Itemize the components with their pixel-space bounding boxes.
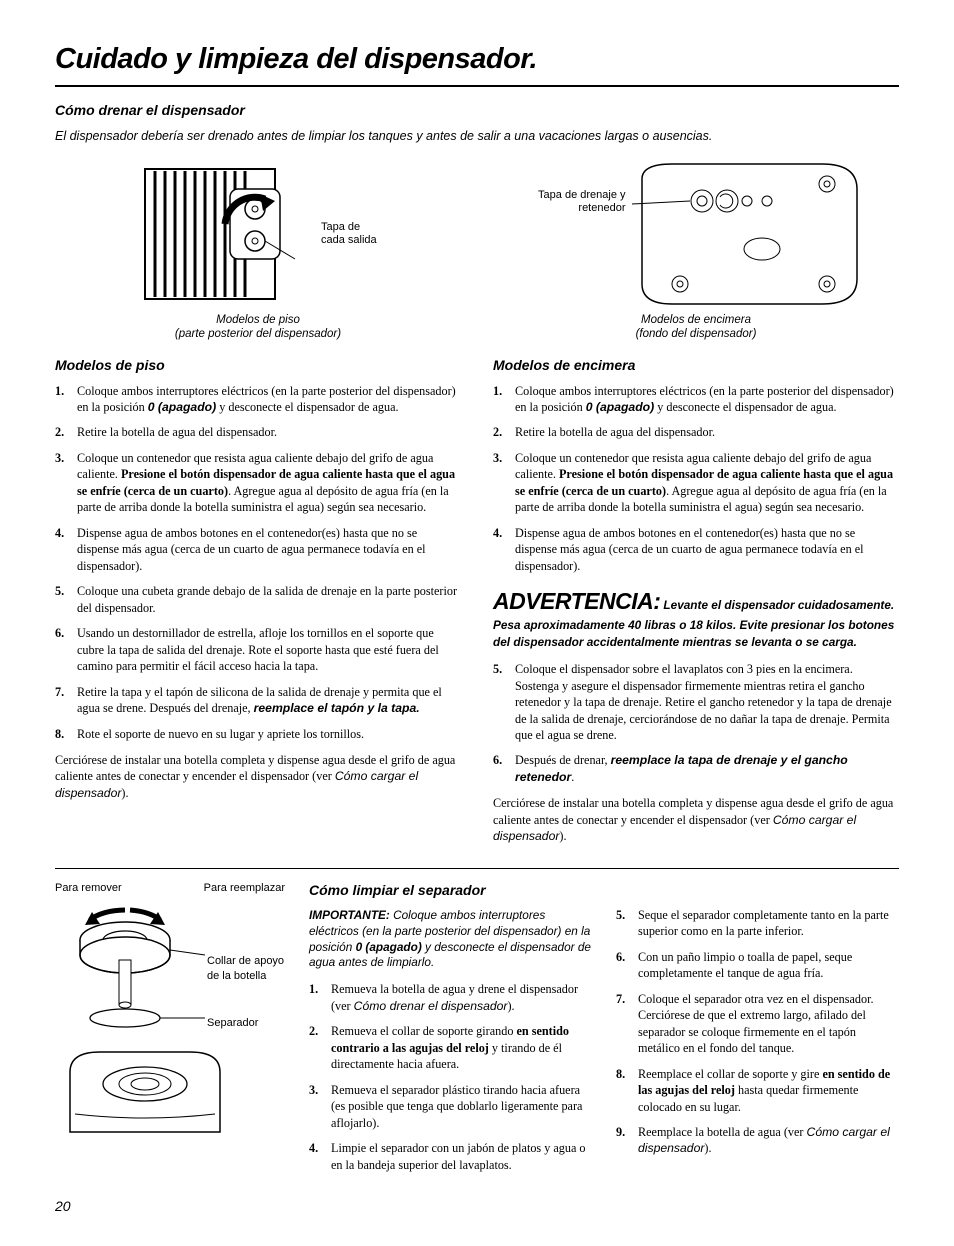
counter-cap-2: (fondo del dispensador) bbox=[636, 328, 757, 340]
label-separator: Separador bbox=[207, 1016, 258, 1031]
warning-block: ADVERTENCIA: Levante el dispensador cuid… bbox=[493, 586, 899, 651]
section-heading-clean: Cómo limpiar el separador bbox=[309, 881, 592, 900]
list-item: Dispense agua de ambos botones en el con… bbox=[493, 525, 899, 574]
list-item: Usando un destornillador de estrella, af… bbox=[55, 625, 461, 674]
floor-cap-1: Modelos de piso bbox=[216, 314, 300, 326]
floor-steps: Coloque ambos interruptores eléctricos (… bbox=[55, 383, 461, 742]
floor-cap-2: (parte posterior del dispensador) bbox=[175, 328, 341, 340]
counter-callout: Tapa de drenaje y retenedor bbox=[531, 159, 626, 214]
counter-cap-1: Modelos de encimera bbox=[641, 314, 751, 326]
intro-text: El dispensador debería ser drenado antes… bbox=[55, 128, 899, 145]
list-item: Coloque ambos interruptores eléctricos (… bbox=[55, 383, 461, 416]
label-collar: Collar de apoyo de la botella bbox=[207, 954, 287, 984]
list-item: Retire la tapa y el tapón de silicona de… bbox=[55, 684, 461, 717]
counter-steps-a: Coloque ambos interruptores eléctricos (… bbox=[493, 383, 899, 575]
list-item: Con un paño limpio o toalla de papel, se… bbox=[616, 949, 899, 982]
clean-separator-col1: Cómo limpiar el separador IMPORTANTE: Co… bbox=[309, 881, 592, 1183]
floor-models-column: Modelos de piso Coloque ambos interrupto… bbox=[55, 356, 461, 854]
list-item: Remueva la botella de agua y drene el di… bbox=[309, 981, 592, 1014]
list-item: Rote el soporte de nuevo en su lugar y a… bbox=[55, 726, 461, 742]
section-heading-drain: Cómo drenar el dispensador bbox=[55, 101, 899, 120]
dispenser-top-diagram bbox=[55, 1042, 235, 1137]
list-item: Coloque el dispensador sobre el lavaplat… bbox=[493, 661, 899, 743]
figure-floor-model: Tapa de cada salida Modelos de piso (par… bbox=[55, 159, 461, 342]
list-item: Coloque una cubeta grande debajo de la s… bbox=[55, 583, 461, 616]
page-number: 20 bbox=[55, 1197, 899, 1216]
label-replace: Para reemplazar bbox=[204, 881, 285, 896]
list-item: Limpie el separador con un jabón de plat… bbox=[309, 1140, 592, 1173]
importante-note: IMPORTANTE: Coloque ambos interruptores … bbox=[309, 908, 592, 972]
clean-steps-2: Seque el separador completamente tanto e… bbox=[616, 907, 899, 1157]
list-item: Retire la botella de agua del dispensado… bbox=[493, 424, 899, 440]
counter-models-column: Modelos de encimera Coloque ambos interr… bbox=[493, 356, 899, 854]
list-item: Después de drenar, reemplace la tapa de … bbox=[493, 752, 899, 785]
list-item: Retire la botella de agua del dispensado… bbox=[55, 424, 461, 440]
warning-heading: ADVERTENCIA: bbox=[493, 588, 660, 614]
list-item: Dispense agua de ambos botones en el con… bbox=[55, 525, 461, 574]
section-divider bbox=[55, 868, 899, 869]
page-title: Cuidado y limpieza del dispensador. bbox=[55, 40, 899, 87]
counter-steps-b: Coloque el dispensador sobre el lavaplat… bbox=[493, 661, 899, 785]
list-item: Coloque ambos interruptores eléctricos (… bbox=[493, 383, 899, 416]
clean-steps-1: Remueva la botella de agua y drene el di… bbox=[309, 981, 592, 1173]
list-item: Reemplace la botella de agua (ver Cómo c… bbox=[616, 1124, 899, 1157]
clean-separator-col2: Seque el separador completamente tanto e… bbox=[616, 881, 899, 1183]
floor-model-diagram bbox=[135, 159, 315, 309]
list-item: Coloque un contenedor que resista agua c… bbox=[493, 450, 899, 516]
separator-figure-column: Para remover Para reemplazar Collar de a… bbox=[55, 881, 285, 1183]
label-remove: Para remover bbox=[55, 881, 122, 896]
list-item: Coloque un contenedor que resista agua c… bbox=[55, 450, 461, 516]
counter-model-diagram bbox=[632, 159, 862, 309]
figure-row: Tapa de cada salida Modelos de piso (par… bbox=[55, 159, 899, 342]
list-item: Remueva el collar de soporte girando en … bbox=[309, 1023, 592, 1072]
list-item: Seque el separador completamente tanto e… bbox=[616, 907, 899, 940]
list-item: Coloque el separador otra vez en el disp… bbox=[616, 991, 899, 1057]
list-item: Reemplace el collar de soporte y gire en… bbox=[616, 1066, 899, 1115]
floor-heading: Modelos de piso bbox=[55, 356, 461, 375]
counter-closing: Cerciórese de instalar una botella compl… bbox=[493, 795, 899, 844]
figure-counter-model: Tapa de drenaje y retenedor Modelos bbox=[493, 159, 899, 342]
floor-closing: Cerciórese de instalar una botella compl… bbox=[55, 752, 461, 801]
list-item: Remueva el separador plástico tirando ha… bbox=[309, 1082, 592, 1131]
floor-callout: Tapa de cada salida bbox=[321, 221, 381, 246]
counter-heading: Modelos de encimera bbox=[493, 356, 899, 375]
